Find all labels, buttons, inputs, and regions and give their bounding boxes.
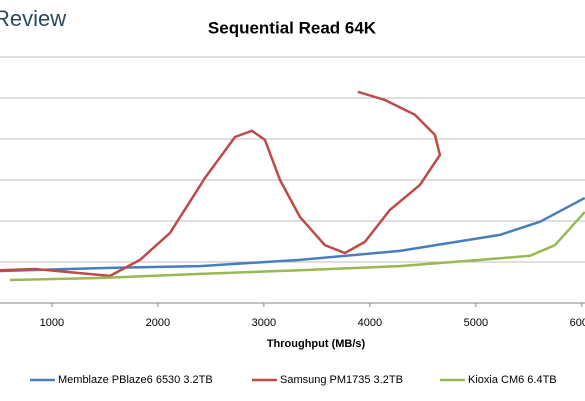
x-tick-label: 3000 [252,317,276,329]
x-axis-label: Throughput (MB/s) [267,338,366,350]
logo: Review [0,6,66,31]
plot-area [0,90,585,282]
x-tick-label: 1000 [40,317,64,329]
chart-title: Sequential Read 64K [208,18,377,37]
series-line [0,196,585,273]
x-tick-label: 4000 [358,317,382,329]
x-tick-label: 5000 [464,317,488,329]
series-line [9,211,585,282]
legend-label: Kioxia CM6 6.4TB [468,374,557,386]
legend-label: Samsung PM1735 3.2TB [280,374,403,386]
x-tick-label: 2000 [146,317,170,329]
x-tick-label: 6000 [570,317,585,329]
series-line [0,90,442,278]
legend-label: Memblaze PBlaze6 6530 3.2TB [58,374,213,386]
